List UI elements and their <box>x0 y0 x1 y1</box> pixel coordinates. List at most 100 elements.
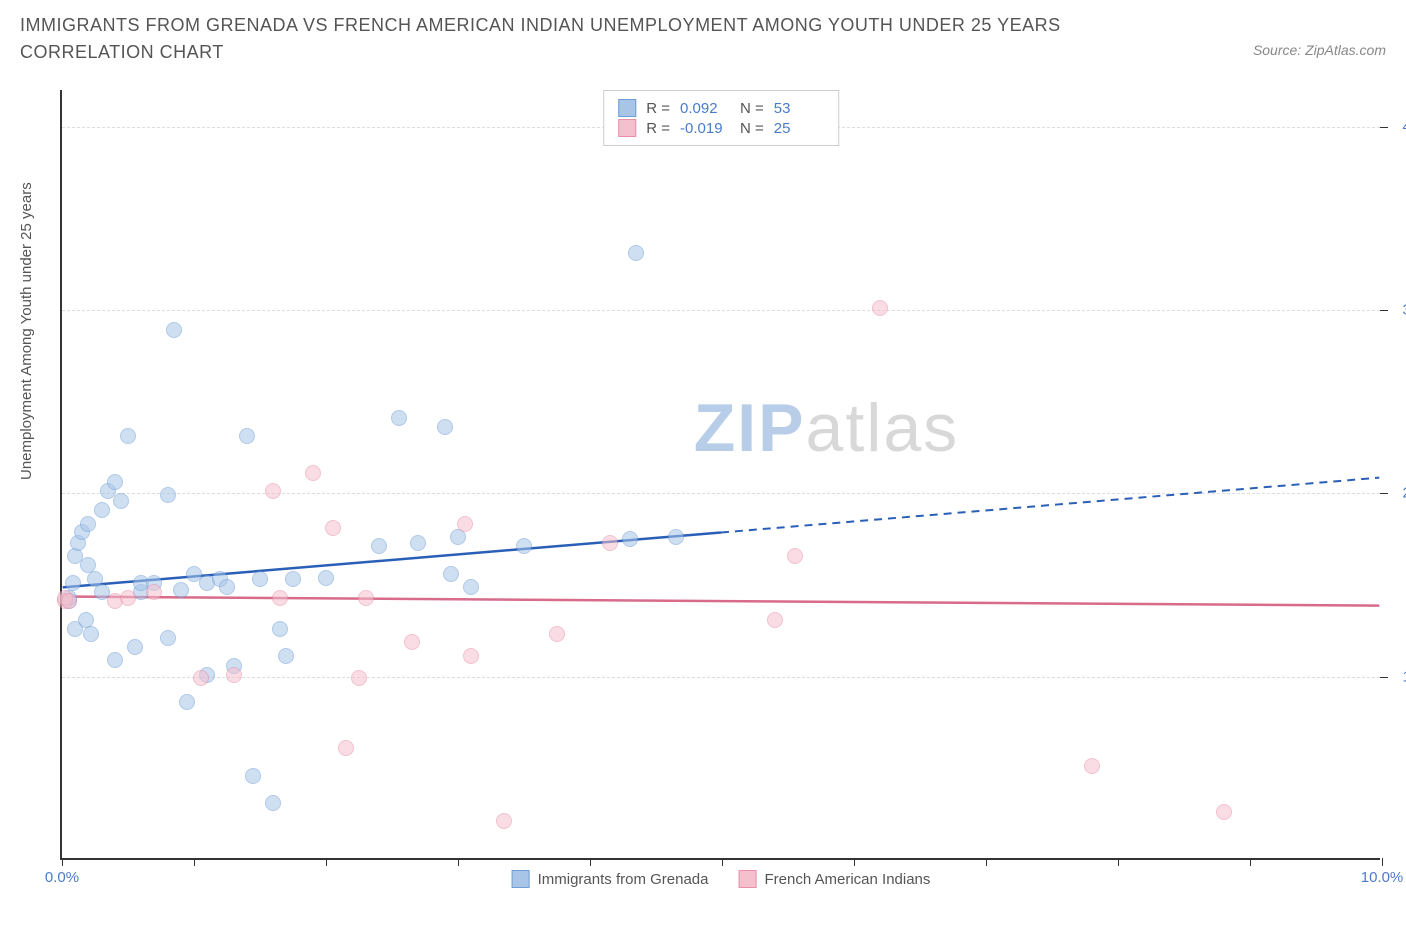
scatter-point <box>127 639 143 655</box>
chart-title: IMMIGRANTS FROM GRENADA VS FRENCH AMERIC… <box>20 12 1120 66</box>
scatter-point <box>391 410 407 426</box>
x-tick <box>1118 858 1119 866</box>
watermark-zip: ZIP <box>694 390 806 466</box>
scatter-point <box>404 634 420 650</box>
legend-row-french: R = -0.019 N = 25 <box>618 119 824 137</box>
scatter-point <box>496 813 512 829</box>
scatter-point <box>787 548 803 564</box>
scatter-point <box>120 590 136 606</box>
scatter-point <box>278 648 294 664</box>
legend-swatch-pink <box>738 870 756 888</box>
n-label: N = <box>740 120 764 137</box>
x-tick <box>194 858 195 866</box>
scatter-point <box>65 575 81 591</box>
y-tick-label: 40.0% <box>1402 118 1406 135</box>
scatter-point <box>239 428 255 444</box>
n-value-french: 25 <box>774 120 824 137</box>
scatter-point <box>265 483 281 499</box>
y-tick-label: 20.0% <box>1402 485 1406 502</box>
scatter-point <box>668 529 684 545</box>
r-label: R = <box>646 100 670 117</box>
scatter-point <box>602 535 618 551</box>
scatter-point <box>516 538 532 554</box>
y-tick-label: 30.0% <box>1402 302 1406 319</box>
legend-swatch-pink <box>618 119 636 137</box>
scatter-point <box>80 516 96 532</box>
scatter-point <box>338 740 354 756</box>
scatter-point <box>437 419 453 435</box>
scatter-point <box>318 570 334 586</box>
legend-swatch-blue <box>512 870 530 888</box>
legend-row-grenada: R = 0.092 N = 53 <box>618 99 824 117</box>
legend-item-french: French American Indians <box>738 870 930 888</box>
gridline <box>62 677 1380 678</box>
gridline <box>62 310 1380 311</box>
x-tick <box>326 858 327 866</box>
scatter-point <box>285 571 301 587</box>
legend-series: Immigrants from Grenada French American … <box>512 870 931 888</box>
scatter-point <box>193 670 209 686</box>
y-tick <box>1380 493 1388 494</box>
scatter-point <box>628 245 644 261</box>
scatter-point <box>80 557 96 573</box>
x-tick <box>458 858 459 866</box>
scatter-point <box>325 520 341 536</box>
scatter-point <box>457 516 473 532</box>
scatter-point <box>160 630 176 646</box>
scatter-point <box>1084 758 1100 774</box>
scatter-point <box>767 612 783 628</box>
x-tick-label: 10.0% <box>1361 869 1404 886</box>
x-tick <box>1250 858 1251 866</box>
scatter-point <box>252 571 268 587</box>
scatter-point <box>113 493 129 509</box>
scatter-point <box>272 621 288 637</box>
x-tick <box>986 858 987 866</box>
scatter-point <box>371 538 387 554</box>
scatter-point <box>245 768 261 784</box>
scatter-point <box>358 590 374 606</box>
chart-source: Source: ZipAtlas.com <box>1253 12 1386 58</box>
x-tick-label: 0.0% <box>45 869 79 886</box>
scatter-point <box>265 795 281 811</box>
y-tick-label: 10.0% <box>1402 668 1406 685</box>
trend-lines <box>62 90 1380 858</box>
x-tick <box>62 858 63 866</box>
r-label: R = <box>646 120 670 137</box>
scatter-point <box>463 579 479 595</box>
scatter-point <box>160 487 176 503</box>
legend-label-grenada: Immigrants from Grenada <box>538 871 709 888</box>
legend-swatch-blue <box>618 99 636 117</box>
scatter-point <box>219 579 235 595</box>
x-tick <box>722 858 723 866</box>
r-value-french: -0.019 <box>680 120 730 137</box>
scatter-point <box>549 626 565 642</box>
scatter-point <box>463 648 479 664</box>
chart-header: IMMIGRANTS FROM GRENADA VS FRENCH AMERIC… <box>0 0 1406 66</box>
watermark: ZIPatlas <box>694 389 959 467</box>
n-value-grenada: 53 <box>774 100 824 117</box>
x-tick <box>1382 858 1383 866</box>
chart-plot-area: 0.0%10.0% 10.0%20.0%30.0%40.0% ZIPatlas … <box>60 90 1380 860</box>
scatter-point <box>226 667 242 683</box>
scatter-point <box>107 652 123 668</box>
scatter-point <box>94 502 110 518</box>
scatter-point <box>107 474 123 490</box>
scatter-point <box>1216 804 1232 820</box>
scatter-point <box>351 670 367 686</box>
legend-label-french: French American Indians <box>764 871 930 888</box>
x-tick <box>590 858 591 866</box>
watermark-atlas: atlas <box>806 390 960 466</box>
legend-correlation-box: R = 0.092 N = 53 R = -0.019 N = 25 <box>603 90 839 146</box>
x-tick <box>854 858 855 866</box>
scatter-point <box>443 566 459 582</box>
scatter-point <box>872 300 888 316</box>
y-tick <box>1380 677 1388 678</box>
n-label: N = <box>740 100 764 117</box>
scatter-point <box>173 582 189 598</box>
r-value-grenada: 0.092 <box>680 100 730 117</box>
scatter-point <box>83 626 99 642</box>
scatter-point <box>410 535 426 551</box>
scatter-point <box>166 322 182 338</box>
scatter-point <box>622 531 638 547</box>
scatter-point <box>146 584 162 600</box>
